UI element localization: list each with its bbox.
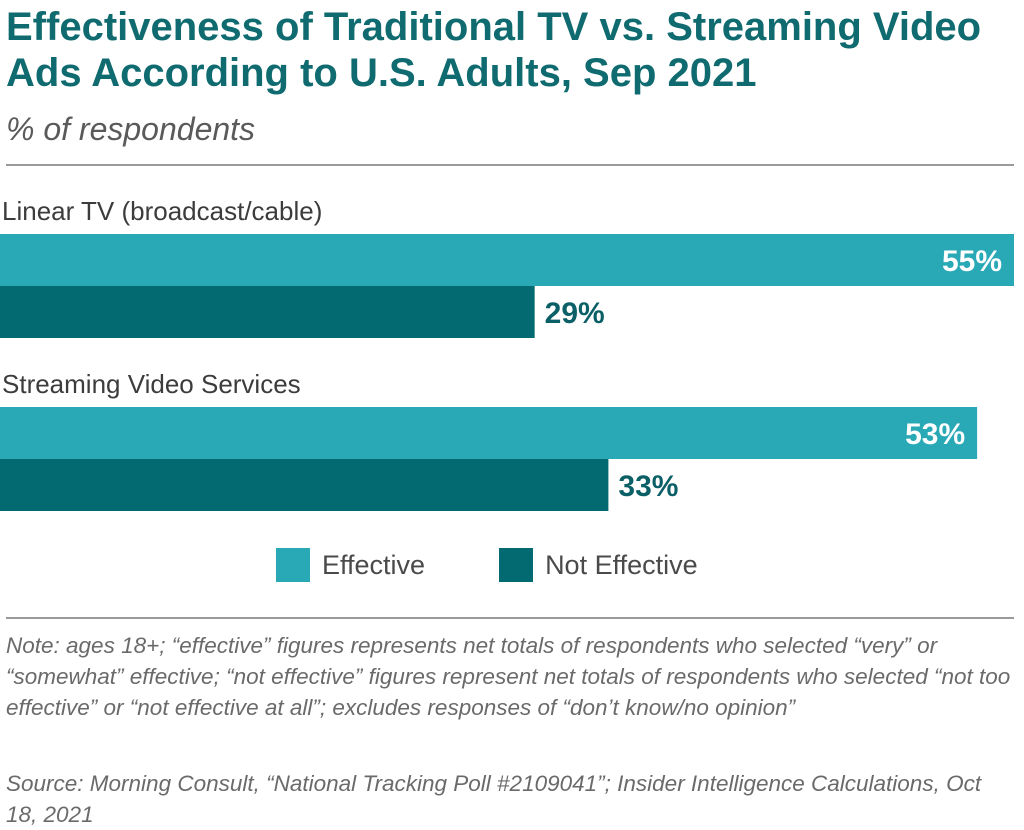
chart-subtitle: % of respondents: [6, 111, 256, 147]
legend-item-effective: Effective: [276, 548, 425, 582]
value-label-effective-linear-tv-broadcast-cable: 55%: [942, 245, 1002, 278]
legend-label-effective: Effective: [322, 549, 426, 580]
bar-not-effective-linear-tv-broadcast-cable: [0, 286, 535, 338]
bar-effective-linear-tv-broadcast-cable: [0, 234, 1014, 286]
bar-effective-streaming-video-services: [0, 407, 978, 459]
category-label-linear-tv-broadcast-cable: Linear TV (broadcast/cable): [2, 196, 322, 226]
legend-swatch-not-effective: [499, 548, 534, 582]
value-label-effective-streaming-video-services: 53%: [905, 418, 965, 451]
bar-chart: Linear TV (broadcast/cable) 55% 29% Streami…: [0, 196, 1014, 511]
chart-title: Effectiveness of Traditional TV vs. Stre…: [6, 5, 982, 95]
legend-swatch-effective: [276, 548, 310, 582]
chart-source: Source: Morning Consult, “National Track…: [6, 771, 982, 827]
legend: Effective Not Effective: [276, 548, 772, 582]
bottom-divider: [6, 617, 1014, 619]
top-divider: [6, 164, 1014, 166]
legend-item-not-effective: Not Effective: [499, 548, 698, 582]
bar-not-effective-streaming-video-services: [0, 459, 609, 511]
chart-note: Note: ages 18+; “effective” figures repr…: [6, 633, 1011, 720]
value-label-not-effective-linear-tv-broadcast-cable: 29%: [545, 297, 605, 330]
legend-label-not-effective: Not Effective: [545, 549, 698, 580]
category-label-streaming-video-services: Streaming Video Services: [2, 369, 301, 399]
value-label-not-effective-streaming-video-services: 33%: [618, 470, 678, 503]
